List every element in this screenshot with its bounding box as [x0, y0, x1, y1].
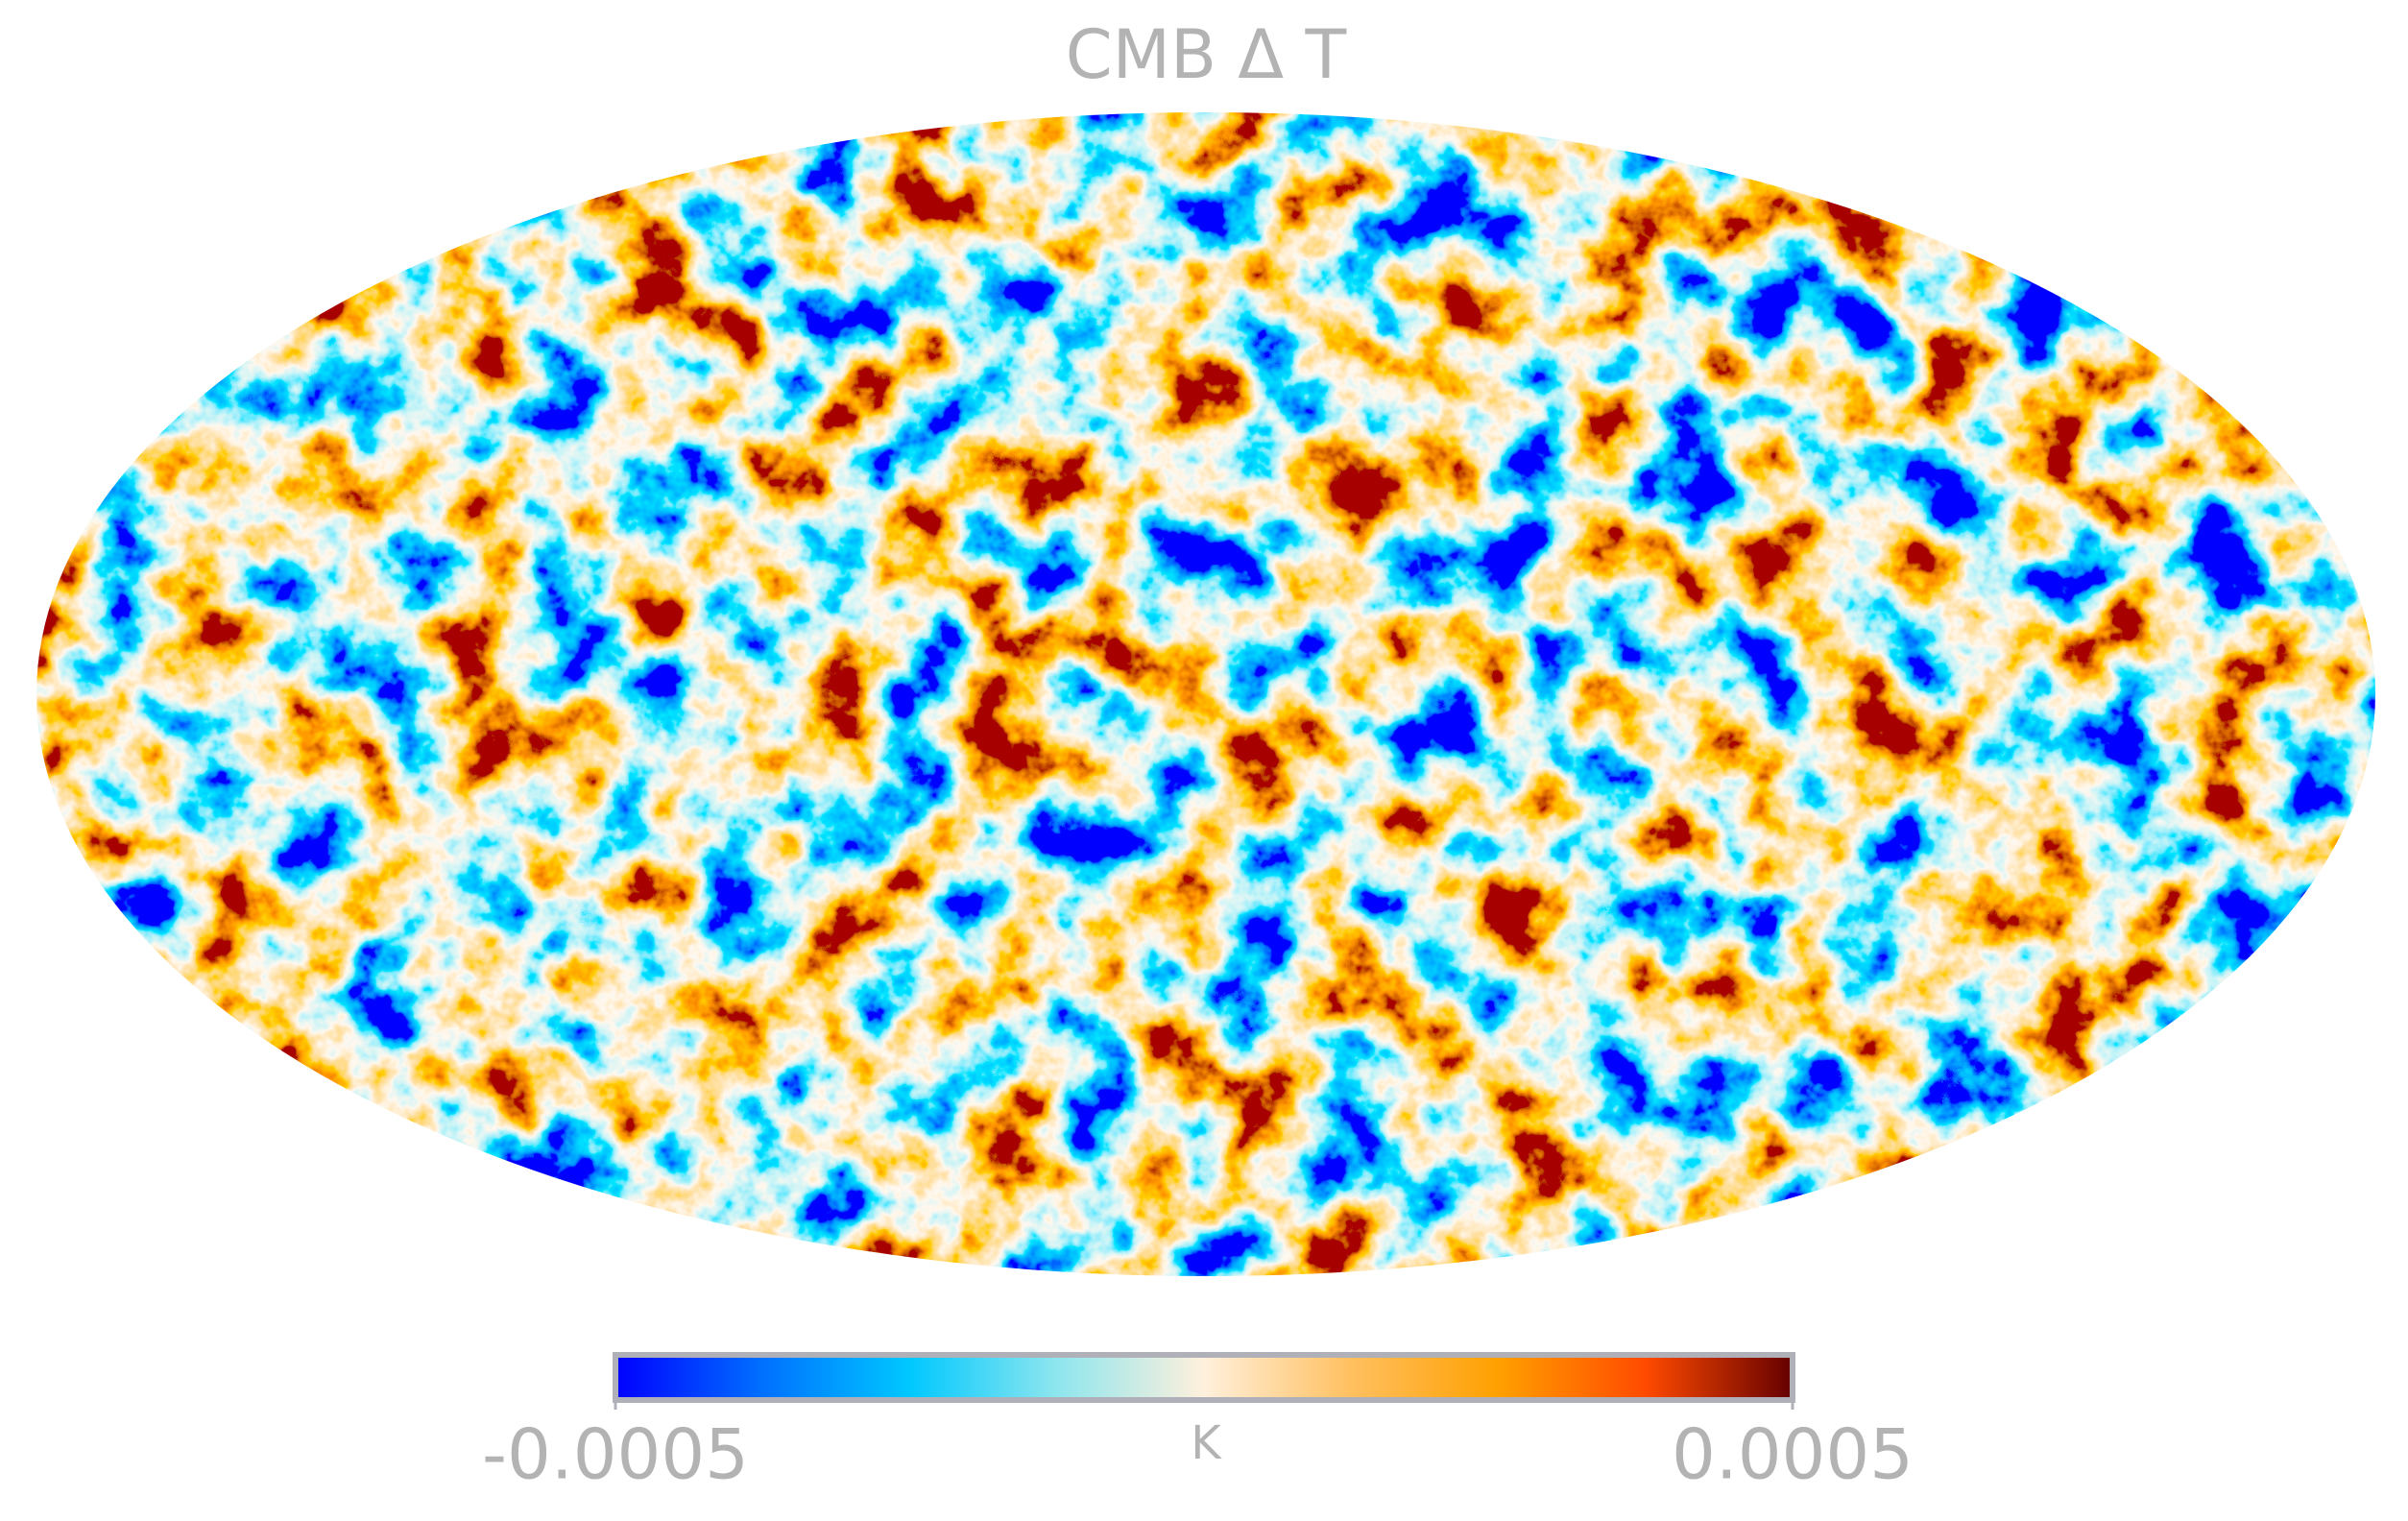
colorbar-tick-label: 0.0005: [1672, 1414, 1914, 1495]
chart-title: CMB Δ T: [1066, 15, 1347, 94]
sky-map: [36, 112, 2375, 1276]
temperature-field: [36, 112, 2375, 1276]
colorbar: [613, 1352, 1795, 1403]
colorbar-tick-label: -0.0005: [482, 1414, 749, 1495]
colorbar-label: K: [1191, 1416, 1222, 1470]
